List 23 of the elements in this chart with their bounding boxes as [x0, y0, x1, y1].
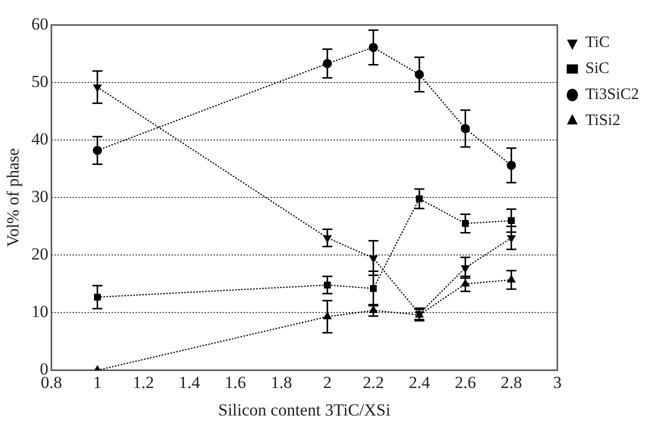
- y-tick-label: 10: [31, 302, 48, 322]
- x-tick-label: 1.6: [224, 372, 246, 392]
- legend-label: TiC: [585, 34, 610, 52]
- x-tick-label: 1: [93, 372, 102, 392]
- x-axis-title: Silicon content 3TiC/XSi: [218, 400, 391, 420]
- x-tick-label: 1.8: [270, 372, 292, 392]
- legend-label: Ti3SiC2: [585, 86, 639, 104]
- x-tick-label: 1.4: [178, 372, 201, 392]
- legend-label: SiC: [585, 60, 610, 78]
- x-tick-label: 2.6: [454, 372, 476, 392]
- y-tick-label: 50: [31, 72, 48, 91]
- x-tick-label: 2: [323, 372, 332, 392]
- x-tick-label: 2.8: [500, 372, 522, 392]
- legend-label: TiSi2: [585, 112, 620, 130]
- x-tick-label: 3: [553, 372, 562, 392]
- y-tick-label: 60: [31, 14, 48, 34]
- y-tick-label: 40: [31, 130, 48, 149]
- x-tick-label: 2.2: [362, 372, 384, 392]
- x-tick-label: 1.2: [132, 372, 154, 392]
- x-tick-label: 2.4: [408, 372, 430, 392]
- y-tick-label: 30: [31, 187, 48, 206]
- y-axis-title: Vol% of phase: [4, 148, 23, 248]
- y-tick-label: 20: [31, 244, 48, 264]
